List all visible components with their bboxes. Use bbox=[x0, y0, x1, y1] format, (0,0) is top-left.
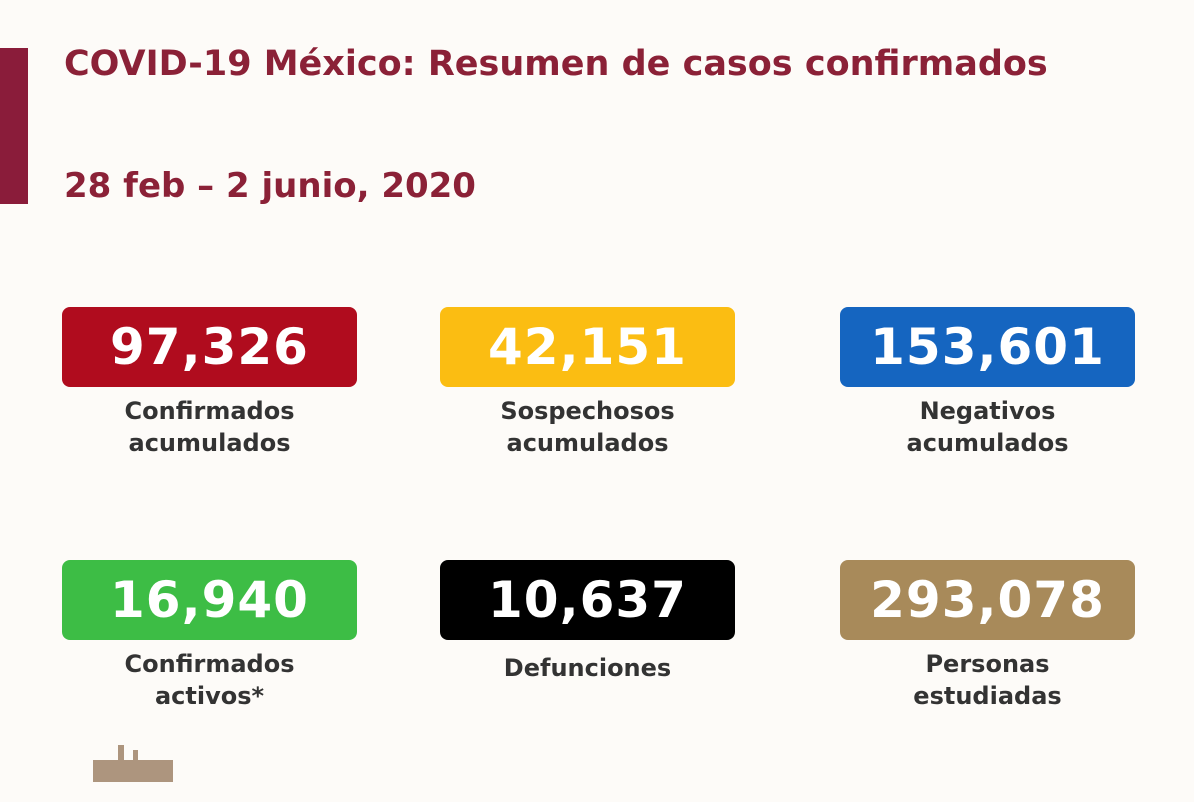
stat-label: Confirmados activos* bbox=[62, 648, 357, 712]
label-line: Defunciones bbox=[503, 654, 672, 682]
subtitle: 28 feb – 2 junio, 2020 bbox=[64, 166, 476, 206]
label-line: Confirmados bbox=[124, 397, 295, 425]
label-line: Negativos bbox=[919, 397, 1056, 425]
label-line: Confirmados bbox=[124, 650, 295, 678]
label-line: Sospechosos bbox=[500, 397, 675, 425]
title: COVID-19 México: Resumen de casos confir… bbox=[64, 44, 1048, 84]
stat-card: 10,637 bbox=[440, 560, 735, 640]
stat-label: Personas estudiadas bbox=[840, 648, 1135, 712]
label-line: acumulados bbox=[506, 429, 669, 457]
stat-label: Sospechosos acumulados bbox=[440, 395, 735, 459]
stat-label: Confirmados acumulados bbox=[62, 395, 357, 459]
label-line: acumulados bbox=[128, 429, 291, 457]
label-line: activos* bbox=[154, 682, 265, 710]
label-line: estudiadas bbox=[913, 682, 1062, 710]
stat-label: Defunciones bbox=[440, 652, 735, 684]
label-line: Personas bbox=[925, 650, 1050, 678]
stat-card: 97,326 bbox=[62, 307, 357, 387]
logo bbox=[93, 745, 173, 782]
accent-bar bbox=[0, 48, 28, 204]
stat-card: 293,078 bbox=[840, 560, 1135, 640]
stat-card: 153,601 bbox=[840, 307, 1135, 387]
stat-card: 42,151 bbox=[440, 307, 735, 387]
label-line: acumulados bbox=[906, 429, 1069, 457]
stat-card: 16,940 bbox=[62, 560, 357, 640]
stat-label: Negativos acumulados bbox=[840, 395, 1135, 459]
